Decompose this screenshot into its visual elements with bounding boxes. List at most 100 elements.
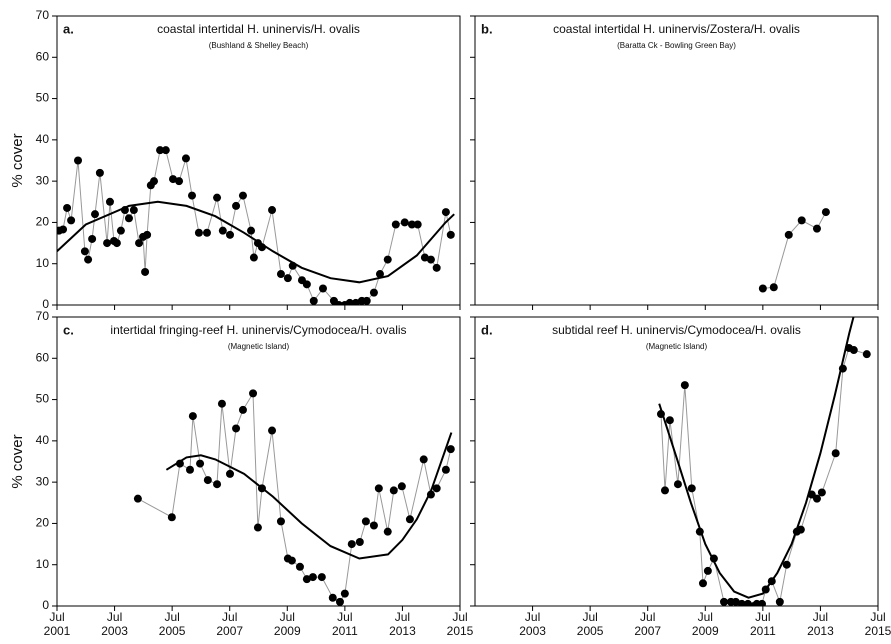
data-point <box>797 216 806 225</box>
data-point <box>74 156 83 165</box>
data-point <box>737 599 746 606</box>
y-tick-label: 10 <box>36 256 50 270</box>
x-tick-label-line: Jul <box>280 610 295 624</box>
data-point <box>757 599 766 606</box>
data-point <box>253 523 262 532</box>
x-tick-label-line: 2007 <box>216 624 243 638</box>
panel-label: c. <box>63 322 74 337</box>
data-point <box>400 218 409 227</box>
y-tick-label: 60 <box>36 49 50 63</box>
x-tick-label-line: Jul <box>222 610 237 624</box>
y-axis-label: % cover <box>9 434 26 488</box>
x-tick-label-line: Jul <box>755 610 770 624</box>
data-point <box>196 459 205 468</box>
fit-line <box>658 317 855 599</box>
y-axis-label: % cover <box>9 133 26 187</box>
x-tick-label-line: 2011 <box>332 624 358 638</box>
plot-frame <box>56 316 461 607</box>
data-point <box>432 484 441 493</box>
x-tick-label-line: 2009 <box>274 624 301 638</box>
x-tick-label: Jul 2009 <box>274 610 301 638</box>
data-point <box>817 488 826 497</box>
data-point <box>88 234 97 243</box>
data-point <box>295 562 304 571</box>
plot-area <box>758 208 830 293</box>
data-point <box>419 455 428 464</box>
x-tick-label-line: Jul <box>582 610 597 624</box>
data-point <box>673 480 682 489</box>
x-tick-label-line: 2013 <box>807 624 834 638</box>
data-point <box>369 521 378 530</box>
x-tick-label: Jul 2003 <box>101 610 128 638</box>
data-point <box>247 226 256 235</box>
data-point <box>129 206 138 215</box>
x-tick-label-line: Jul <box>640 610 655 624</box>
data-point <box>719 597 728 606</box>
data-line <box>762 211 827 289</box>
panel-title: subtidal reef H. uninervis/Cymodocea/H. … <box>552 323 801 337</box>
x-tick-label-line: 2015 <box>865 624 891 638</box>
x-tick-label-line: 2003 <box>101 624 128 638</box>
data-line <box>137 391 452 603</box>
x-tick-label: Jul 2009 <box>692 610 719 638</box>
y-tick-label: 20 <box>36 215 50 229</box>
data-point <box>67 216 76 225</box>
data-point <box>90 210 99 219</box>
data-point <box>226 469 235 478</box>
y-tick-label: 70 <box>36 309 50 323</box>
panel-title: coastal intertidal H. uninervis/H. ovali… <box>157 22 360 36</box>
data-point <box>143 230 152 239</box>
y-tick-label: 50 <box>36 91 50 105</box>
x-tick-label: Jul 2005 <box>577 610 604 638</box>
data-point <box>268 206 277 215</box>
x-tick-label: Jul 2013 <box>389 610 416 638</box>
data-point <box>784 230 793 239</box>
data-point <box>95 168 104 177</box>
y-tick-label: 70 <box>36 8 50 22</box>
fit-line <box>57 200 455 284</box>
data-point <box>340 589 349 598</box>
data-point <box>302 280 311 289</box>
data-point <box>318 284 327 293</box>
y-tick-label: 60 <box>36 350 50 364</box>
data-point <box>249 389 258 398</box>
x-tick-label: Jul 2011 <box>750 610 776 638</box>
x-tick-label-line: Jul <box>870 610 885 624</box>
data-point <box>218 226 227 235</box>
data-point <box>141 267 150 276</box>
data-point <box>831 449 840 458</box>
data-point <box>124 214 133 223</box>
x-tick-label: Jul 2005 <box>159 610 186 638</box>
y-tick-label: 30 <box>36 474 50 488</box>
panel-subtitle: (Magnetic Island) <box>646 342 708 351</box>
data-point <box>156 146 165 155</box>
data-point <box>660 486 669 495</box>
x-tick-label-line: Jul <box>525 610 540 624</box>
data-point <box>849 346 858 355</box>
data-point <box>812 224 821 233</box>
data-point <box>369 288 378 297</box>
x-tick-label: Jul 2015 <box>447 610 474 638</box>
plot-frame <box>474 15 879 306</box>
data-point <box>758 284 767 293</box>
x-tick-label-line: Jul <box>49 610 64 624</box>
panel-title: coastal intertidal H. uninervis/Zostera/… <box>553 22 800 36</box>
data-point <box>116 226 125 235</box>
data-point <box>150 177 159 186</box>
data-point <box>188 191 197 200</box>
plot-frame <box>56 15 461 306</box>
data-point <box>238 405 247 414</box>
data-point <box>383 255 392 264</box>
panel-label: a. <box>63 21 74 36</box>
x-tick-label-line: Jul <box>452 610 467 624</box>
x-tick-label: Jul 2015 <box>865 610 891 638</box>
data-point <box>426 255 435 264</box>
data-point <box>441 208 450 217</box>
plot-area <box>656 317 871 606</box>
panel-subtitle: (Bushland & Shelley Beach) <box>209 41 309 50</box>
panel-subtitle: (Baratta Ck - Bowling Green Bay) <box>617 41 736 50</box>
x-tick-label-line: Jul <box>813 610 828 624</box>
data-point <box>63 203 72 212</box>
data-point <box>731 597 740 606</box>
plot-frame <box>474 316 879 607</box>
